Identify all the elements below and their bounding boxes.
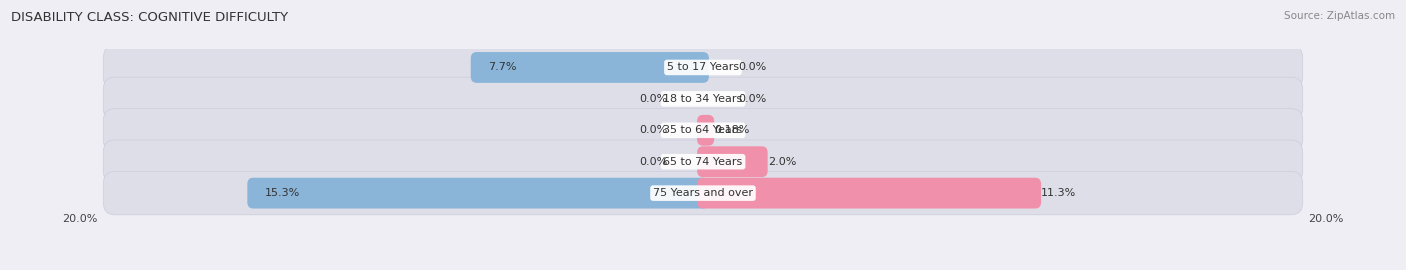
- FancyBboxPatch shape: [247, 178, 709, 208]
- FancyBboxPatch shape: [697, 146, 768, 177]
- FancyBboxPatch shape: [471, 52, 709, 83]
- Text: 0.0%: 0.0%: [738, 94, 766, 104]
- Text: 15.3%: 15.3%: [264, 188, 301, 198]
- Text: 20.0%: 20.0%: [1309, 214, 1344, 224]
- Text: 5 to 17 Years: 5 to 17 Years: [666, 62, 740, 72]
- Text: DISABILITY CLASS: COGNITIVE DIFFICULTY: DISABILITY CLASS: COGNITIVE DIFFICULTY: [11, 11, 288, 24]
- FancyBboxPatch shape: [697, 178, 1040, 208]
- Text: 18 to 34 Years: 18 to 34 Years: [664, 94, 742, 104]
- Text: Source: ZipAtlas.com: Source: ZipAtlas.com: [1284, 11, 1395, 21]
- FancyBboxPatch shape: [103, 109, 1303, 152]
- Text: 7.7%: 7.7%: [488, 62, 517, 72]
- Text: 65 to 74 Years: 65 to 74 Years: [664, 157, 742, 167]
- FancyBboxPatch shape: [103, 46, 1303, 89]
- Text: 75 Years and over: 75 Years and over: [652, 188, 754, 198]
- FancyBboxPatch shape: [103, 171, 1303, 215]
- Text: 0.18%: 0.18%: [714, 125, 749, 135]
- Text: 20.0%: 20.0%: [62, 214, 97, 224]
- Text: 11.3%: 11.3%: [1040, 188, 1077, 198]
- Text: 0.0%: 0.0%: [738, 62, 766, 72]
- Text: 2.0%: 2.0%: [768, 157, 796, 167]
- FancyBboxPatch shape: [103, 77, 1303, 120]
- Text: 35 to 64 Years: 35 to 64 Years: [664, 125, 742, 135]
- FancyBboxPatch shape: [697, 115, 714, 146]
- Text: 0.0%: 0.0%: [640, 157, 668, 167]
- FancyBboxPatch shape: [103, 140, 1303, 183]
- Text: 0.0%: 0.0%: [640, 94, 668, 104]
- Text: 0.0%: 0.0%: [640, 125, 668, 135]
